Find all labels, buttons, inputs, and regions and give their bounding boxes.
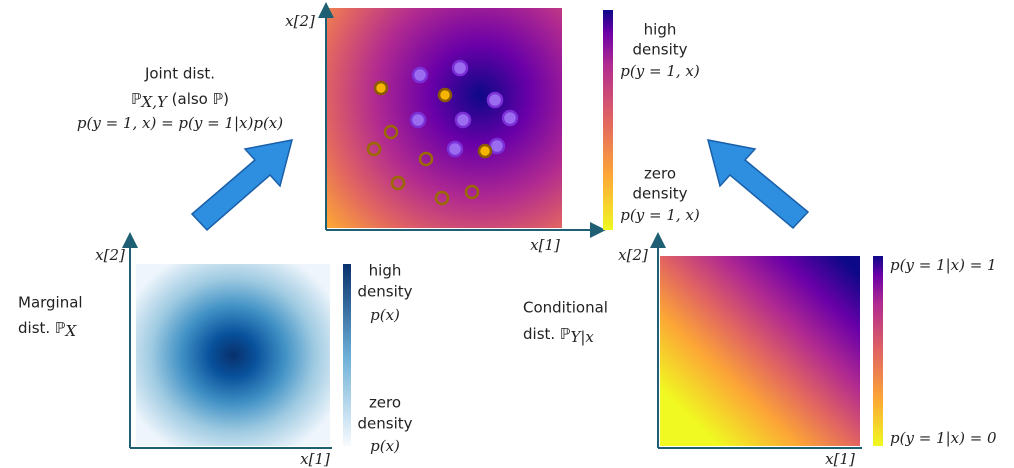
- joint-heatmap: [326, 8, 562, 228]
- y-label: x[2]: [285, 12, 315, 30]
- subscript: X: [64, 322, 77, 340]
- caption: Marginal: [18, 294, 83, 312]
- colorbar: [343, 264, 351, 446]
- caption: Conditional: [523, 299, 608, 317]
- colorbar: [603, 10, 613, 230]
- marginal-heatmap: [136, 264, 330, 446]
- cb-text: zero: [369, 394, 401, 412]
- cb-text: p(y = 1, x): [620, 62, 700, 80]
- cb-text: high: [644, 21, 677, 39]
- arrow: [706, 139, 810, 230]
- cb-text: p(x): [370, 306, 400, 324]
- cb-text: zero: [644, 165, 676, 183]
- caption: Joint dist.: [144, 65, 215, 83]
- cb-text: p(x): [370, 437, 400, 455]
- cb-text: density: [633, 185, 688, 203]
- cb-text: p(y = 1|x) = 0: [890, 429, 997, 447]
- subscript: X,Y: [141, 93, 169, 111]
- symbol: ℙ: [55, 319, 66, 337]
- cb-text: density: [358, 415, 413, 433]
- x-label: x[1]: [530, 236, 560, 254]
- cb-text: p(y = 1|x) = 1: [890, 256, 997, 274]
- x-label: x[1]: [300, 450, 330, 468]
- cb-text: density: [358, 283, 413, 301]
- cb-text: density: [633, 41, 688, 59]
- caption: ℙX,Y (also ℙ): [131, 90, 229, 112]
- cb-text: p(y = 1, x): [620, 206, 700, 224]
- subscript: Y|x: [570, 328, 594, 346]
- y-label: x[2]: [95, 246, 125, 264]
- points: [366, 59, 519, 206]
- cb-text: high: [369, 262, 402, 280]
- caption: dist. ℙY|x: [523, 325, 594, 347]
- suffix: (also ℙ): [167, 90, 229, 108]
- conditional-heatmap: [660, 256, 860, 446]
- x-label: x[1]: [825, 450, 855, 468]
- colorbar: [873, 256, 883, 446]
- caption: dist. ℙX: [18, 319, 77, 341]
- line2: dist.: [18, 319, 55, 337]
- y-label: x[2]: [618, 246, 648, 264]
- line2: dist.: [523, 325, 560, 343]
- symbol: ℙ: [131, 90, 142, 108]
- symbol: ℙ: [560, 325, 571, 343]
- formula: p(y = 1, x) = p(y = 1|x)p(x): [77, 114, 283, 132]
- arrow: [190, 139, 294, 232]
